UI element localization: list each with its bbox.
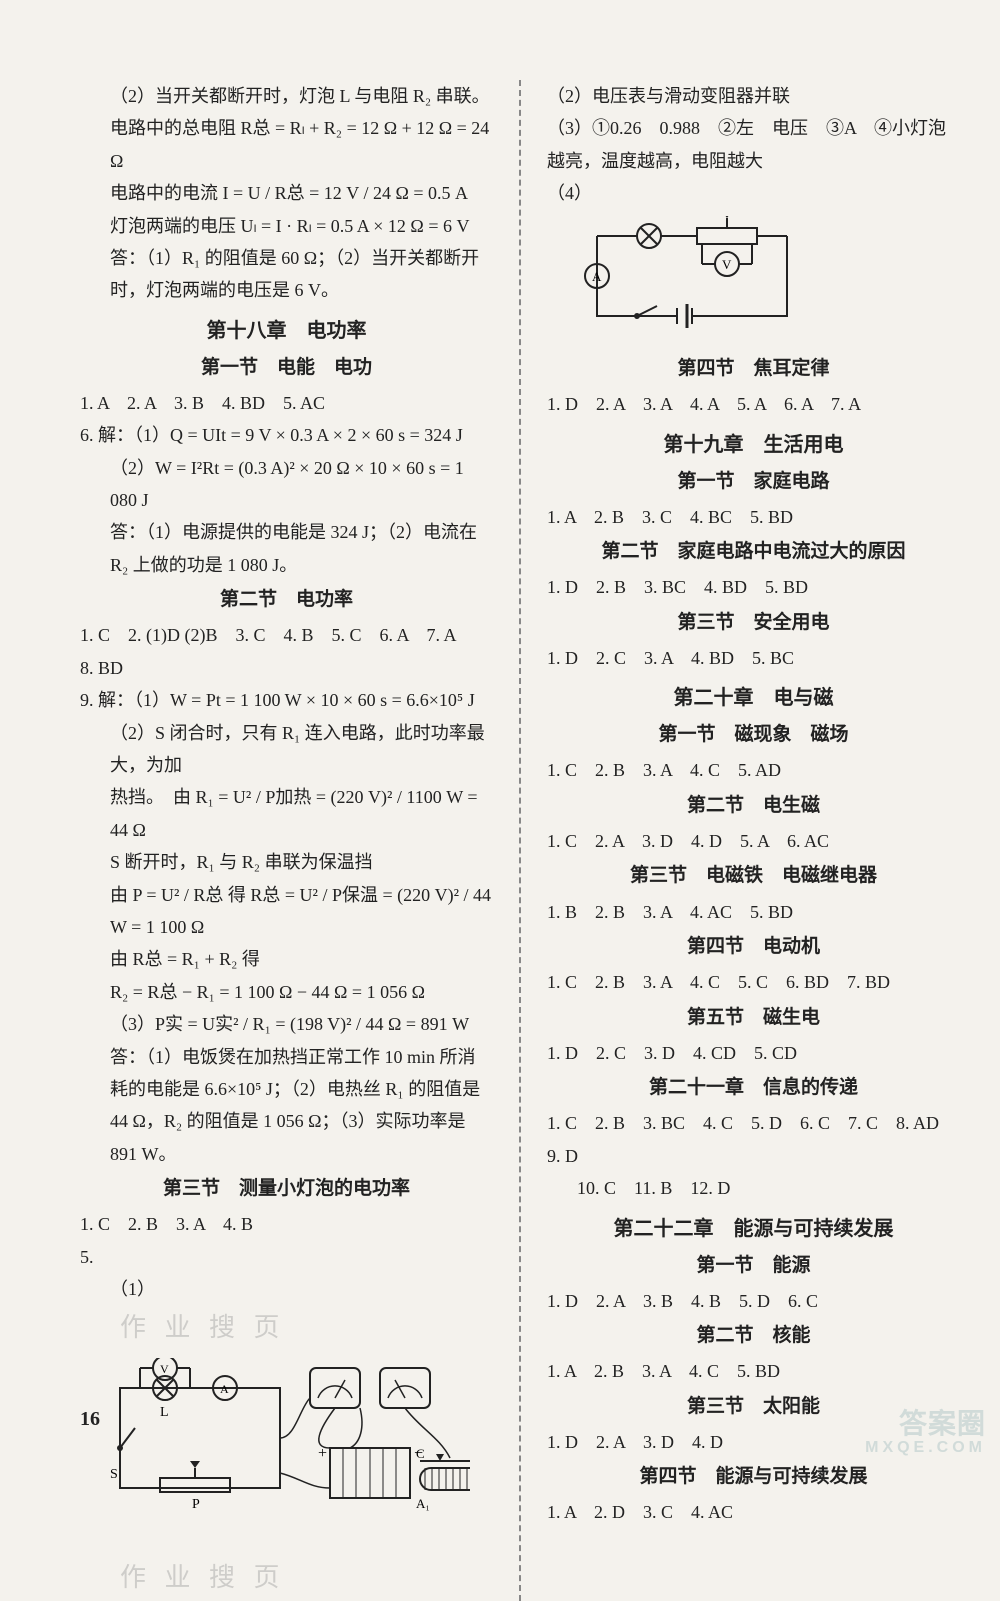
question-number: 5. [80, 1241, 493, 1273]
text-line: 答：（1）R₁ 的阻值是 60 Ω；（2）当开关都断开时，灯泡两端的电压是 6 … [80, 242, 493, 307]
section-heading: 第三节 电磁铁 电磁继电器 [547, 859, 960, 893]
solution-line: R₂ = R总 − R₁ = 1 100 Ω − 44 Ω = 1 056 Ω [80, 976, 493, 1008]
page-number: 16 [80, 1408, 100, 1431]
section-heading: 第四节 电动机 [547, 930, 960, 964]
chapter-heading: 第二十二章 能源与可持续发展 [547, 1211, 960, 1247]
label-l: L [160, 1405, 169, 1420]
watermark-text: 作 业 搜 页 [120, 1305, 493, 1352]
answer-line: 1. D 2. C 3. D 4. CD 5. CD [547, 1037, 960, 1069]
watermark-line2: MXQE.COM [865, 1439, 986, 1457]
chapter-heading: 第十八章 电功率 [80, 313, 493, 349]
label-v: V [160, 1362, 169, 1376]
column-divider [519, 80, 521, 1601]
circuit-svg: S L V A [110, 1358, 470, 1538]
label-a1: A₁ [416, 1496, 430, 1511]
answer-line: 1. C 2. A 3. D 4. D 5. A 6. AC [547, 825, 960, 857]
section-heading: 第三节 安全用电 [547, 606, 960, 640]
watermark-line1: 答案圈 [865, 1409, 986, 1440]
answer-line: 1. A 2. D 3. C 4. AC [547, 1496, 960, 1528]
right-column: （2）电压表与滑动变阻器并联 （3）①0.26 0.988 ②左 电压 ③A ④… [547, 80, 960, 1601]
circuit-diagram-left: S L V A [110, 1358, 493, 1548]
answer-line: 1. C 2. (1)D (2)B 3. C 4. B 5. C 6. A 7.… [80, 619, 493, 651]
section-heading: 第二节 核能 [547, 1319, 960, 1353]
section-heading: 第四节 焦耳定律 [547, 352, 960, 386]
solution-line: （2）W = I²Rt = (0.3 A)² × 20 Ω × 10 × 60 … [80, 452, 493, 517]
circuit-svg: P V A [577, 216, 807, 336]
label-s: S [110, 1467, 118, 1482]
solution-line: 由 P = U² / R总 得 R总 = U² / P保温 = (220 V)²… [80, 879, 493, 944]
solution-line: 由 R总 = R₁ + R₂ 得 [80, 943, 493, 975]
answer-line: 1. D 2. A 3. B 4. B 5. D 6. C [547, 1285, 960, 1317]
solution-line: 6. 解：（1）Q = UIt = 9 V × 0.3 A × 2 × 60 s… [80, 419, 493, 451]
answer-line: 1. C 2. B 3. BC 4. C 5. D 6. C 7. C 8. A… [547, 1107, 960, 1172]
section-heading: 第二节 家庭电路中电流过大的原因 [547, 535, 960, 569]
answer-line: 1. A 2. A 3. B 4. BD 5. AC [80, 387, 493, 419]
left-column: （2）当开关都断开时，灯泡 L 与电阻 R₂ 串联。 电路中的总电阻 R总 = … [80, 80, 493, 1601]
chapter-heading: 第十九章 生活用电 [547, 427, 960, 463]
text-line: 灯泡两端的电压 Uₗ = I · Rₗ = 0.5 A × 12 Ω = 6 V [80, 210, 493, 242]
text-line: （2）电压表与滑动变阻器并联 [547, 80, 960, 112]
label-a: A [220, 1382, 229, 1396]
section-heading: 第二节 电生磁 [547, 789, 960, 823]
solution-line: 热挡。 由 R₁ = U² / P加热 = (220 V)² / 1100 W … [80, 781, 493, 846]
answer-line: 1. A 2. B 3. C 4. BC 5. BD [547, 501, 960, 533]
watermark-text: 作 业 搜 页 [120, 1555, 493, 1601]
answer-line: 1. D 2. C 3. A 4. BD 5. BC [547, 642, 960, 674]
section-heading: 第四节 能源与可持续发展 [547, 1460, 960, 1494]
answer-line: 10. C 11. B 12. D [547, 1172, 960, 1204]
answer-line: 1. D 2. A 3. A 4. A 5. A 6. A 7. A [547, 388, 960, 420]
label-p: P [192, 1497, 200, 1512]
section-heading: 第一节 磁现象 磁场 [547, 718, 960, 752]
text-line: 电路中的电流 I = U / R总 = 12 V / 24 Ω = 0.5 A [80, 177, 493, 209]
section-heading: 第五节 磁生电 [547, 1001, 960, 1035]
section-heading: 第一节 能源 [547, 1249, 960, 1283]
section-heading: 第二节 电功率 [80, 583, 493, 617]
watermark-bottom-right: 答案圈 MXQE.COM [865, 1409, 986, 1457]
page: （2）当开关都断开时，灯泡 L 与电阻 R₂ 串联。 电路中的总电阻 R总 = … [0, 0, 1000, 1471]
solution-line: 9. 解：（1）W = Pt = 1 100 W × 10 × 60 s = 6… [80, 684, 493, 716]
answer-line: 1. C 2. B 3. A 4. C 5. C 6. BD 7. BD [547, 966, 960, 998]
answer-line: 1. B 2. B 3. A 4. AC 5. BD [547, 896, 960, 928]
two-column-layout: （2）当开关都断开时，灯泡 L 与电阻 R₂ 串联。 电路中的总电阻 R总 = … [80, 80, 960, 1601]
solution-line: 答：（1）电源提供的电能是 324 J；（2）电流在 R₂ 上做的功是 1 08… [80, 516, 493, 581]
solution-line: 答：（1）电饭煲在加热挡正常工作 10 min 所消耗的电能是 6.6×10⁵ … [80, 1041, 493, 1171]
answer-line: 1. C 2. B 3. A 4. B [80, 1208, 493, 1240]
label-c: C [416, 1446, 425, 1461]
label-a: A [592, 269, 602, 284]
solution-line: （3）P实 = U实² / R₁ = (198 V)² / 44 Ω = 891… [80, 1008, 493, 1040]
section-heading: 第一节 电能 电功 [80, 351, 493, 385]
subpart-label: （4） [547, 177, 960, 209]
answer-line: 1. A 2. B 3. A 4. C 5. BD [547, 1355, 960, 1387]
circuit-diagram-right: P V A [577, 216, 960, 346]
solution-line: （2）S 闭合时，只有 R₁ 连入电路，此时功率最大，为加 [80, 717, 493, 782]
section-heading: 第三节 测量小灯泡的电功率 [80, 1172, 493, 1206]
answer-line: 8. BD [80, 652, 493, 684]
subpart-label: （1） [80, 1273, 493, 1305]
label-v: V [722, 257, 732, 272]
chapter-heading: 第二十一章 信息的传递 [547, 1071, 960, 1105]
chapter-heading: 第二十章 电与磁 [547, 680, 960, 716]
text-line: 电路中的总电阻 R总 = Rₗ + R₂ = 12 Ω + 12 Ω = 24 … [80, 112, 493, 177]
section-heading: 第一节 家庭电路 [547, 465, 960, 499]
solution-line: S 断开时，R₁ 与 R₂ 串联为保温挡 [80, 846, 493, 878]
answer-line: 1. C 2. B 3. A 4. C 5. AD [547, 754, 960, 786]
text-line: （3）①0.26 0.988 ②左 电压 ③A ④小灯泡越亮，温度越高，电阻越大 [547, 112, 960, 177]
text-line: （2）当开关都断开时，灯泡 L 与电阻 R₂ 串联。 [80, 80, 493, 112]
answer-line: 1. D 2. B 3. BC 4. BD 5. BD [547, 571, 960, 603]
